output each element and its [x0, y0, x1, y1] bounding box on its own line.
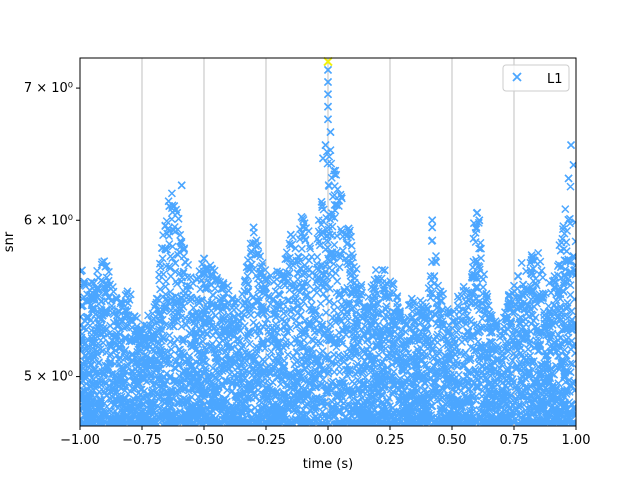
l1-point	[564, 174, 573, 183]
l1-point	[170, 202, 179, 211]
y-tick-label: 6 × 10⁰	[24, 213, 73, 228]
x-tick-label: −0.25	[246, 433, 286, 448]
x-tick-label: −0.75	[122, 433, 162, 448]
l1-point	[472, 209, 481, 218]
l1-point	[428, 216, 437, 225]
l1-point	[475, 216, 484, 225]
x-axis-label: time (s)	[303, 457, 353, 472]
l1-point	[177, 181, 186, 190]
x-tick-label: −1.00	[60, 433, 100, 448]
l1-point	[286, 230, 295, 239]
x-tick-label: 0.25	[376, 433, 405, 448]
peak-marker	[323, 56, 333, 67]
legend-marker-x-icon	[512, 72, 522, 82]
legend: L1	[502, 64, 570, 92]
y-axis-ticks: 5 × 10⁰ 6 × 10⁰ 7 × 10⁰	[24, 81, 80, 385]
l1-point	[249, 223, 258, 232]
y-tick-label: 5 × 10⁰	[24, 370, 73, 385]
l1-point	[323, 115, 333, 124]
l1-point	[323, 102, 333, 111]
x-tick-label: 0.50	[438, 433, 467, 448]
x-tick-label: 0.75	[500, 433, 529, 448]
l1-point	[323, 77, 333, 87]
l1-point	[323, 90, 333, 99]
x-tick-label: 1.00	[562, 433, 591, 448]
l1-point	[428, 223, 437, 232]
x-tick-label: 0.00	[314, 433, 343, 448]
y-tick-label: 7 × 10⁰	[24, 81, 73, 96]
l1-point	[326, 128, 335, 137]
l1-point	[319, 154, 328, 163]
legend-x-mark	[512, 72, 522, 82]
l1-point	[567, 141, 576, 150]
legend-box	[502, 64, 570, 92]
x-tick-label: −0.50	[184, 433, 224, 448]
legend-label-l1: L1	[547, 72, 563, 87]
l1-point	[321, 141, 330, 150]
peak-layer	[323, 56, 333, 67]
l1-point	[323, 65, 333, 74]
y-axis-label: snr	[2, 231, 17, 252]
x-axis-ticks: −1.00 −0.75 −0.50 −0.25 0.00 0.25 0.50 0.75 1.00	[60, 426, 590, 448]
